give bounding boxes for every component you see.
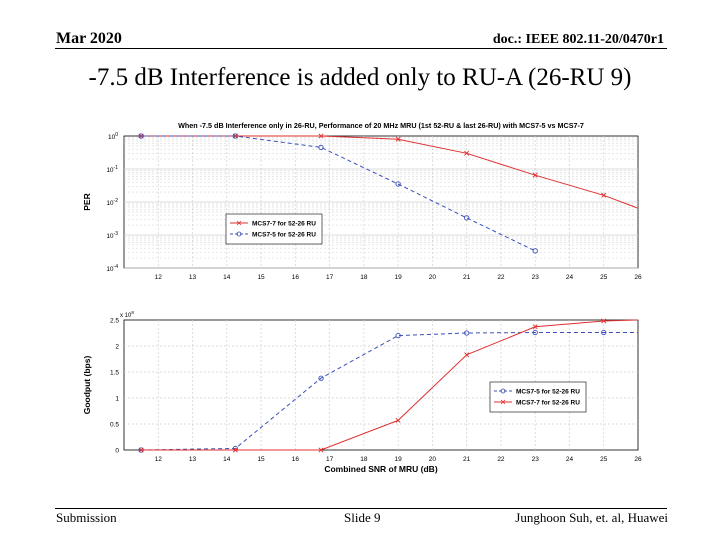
chart1-y-tick-label: 10-2 <box>106 198 118 207</box>
chart1-y-tick-label: 10-3 <box>106 231 118 240</box>
chart1-data-point <box>318 133 324 139</box>
chart1-series-line <box>141 135 639 209</box>
chart1-legend-box <box>225 213 323 245</box>
chart2-x-tick-label: 26 <box>634 456 642 463</box>
chart2-x-tick-label: 15 <box>257 456 265 463</box>
chart2-x-tick-label: 25 <box>600 456 608 463</box>
figure: 12 13 14 15 16 17 18 19 20 21 22 23 24 25 2610010-110-… <box>82 121 642 474</box>
chart1-x-tick-label: 21 <box>463 274 471 281</box>
chart1-data-point <box>318 144 324 151</box>
chart2-data-point <box>601 318 607 324</box>
chart1-x-tick-label: 14 <box>223 274 231 281</box>
chart2-series-line <box>141 332 638 451</box>
footer-authors: Junghoon Suh, et. al, Huawei <box>515 510 668 525</box>
chart1-data-point <box>232 133 239 139</box>
chart1-x-tick-label: 17 <box>326 274 334 281</box>
chart2-data-point <box>395 332 401 339</box>
chart2-data-point <box>318 375 324 381</box>
chart2-y-axis-label: Goodput (bps) <box>82 356 92 415</box>
chart2-data-point <box>532 329 538 336</box>
chart1-y-tick-label: 10-4 <box>106 264 118 273</box>
slide-title: -7.5 dB Interference is added only to RU… <box>88 64 632 91</box>
chart1-x-tick-label: 19 <box>395 274 403 281</box>
chart1-x-tick-label: 20 <box>429 274 437 281</box>
chart2-legend-box <box>489 381 587 413</box>
chart2-x-tick-label: 20 <box>429 456 437 463</box>
chart1-y-tick-label: 100 <box>108 132 118 141</box>
chart2-x-axis-label: Combined SNR of MRU (dB) <box>324 464 437 474</box>
document-id: doc.: IEEE 802.11-20/0470r1 <box>492 32 664 47</box>
chart1-series-line <box>141 135 536 252</box>
chart2-y-tick-label: 1 <box>115 396 119 403</box>
chart2-data-point <box>601 329 607 336</box>
chart1-data-point <box>464 150 470 156</box>
chart1-y-axis-label: PER <box>82 193 92 210</box>
chart2-y-tick-label: 0 <box>115 448 119 455</box>
chart2-y-tick-label: 0.5 <box>110 422 119 429</box>
chart2-y-tick-label: 2.5 <box>110 318 119 325</box>
chart1-x-tick-label: 13 <box>189 274 197 281</box>
chart1-x-tick-label: 15 <box>257 274 265 281</box>
chart2-legend-marker <box>500 388 506 394</box>
chart2-x-tick-label: 19 <box>395 456 403 463</box>
chart1-x-tick-label: 25 <box>600 274 608 281</box>
chart2-x-tick-label: 18 <box>360 456 368 463</box>
chart2-x-tick-label: 17 <box>326 456 334 463</box>
chart2-x-tick-label: 14 <box>223 456 231 463</box>
chart2-data-point <box>318 447 324 453</box>
chart1-data-point <box>601 192 607 198</box>
chart2-data-point <box>395 417 401 423</box>
chart1-data-point <box>464 215 470 221</box>
chart2-data-point <box>138 447 144 453</box>
chart2-data-point <box>464 352 470 358</box>
chart1-data-point <box>532 172 538 178</box>
chart2-data-point <box>232 445 239 452</box>
chart1-x-tick-label: 26 <box>634 274 642 281</box>
chart2-data-point <box>464 330 470 336</box>
chart2-series-line <box>141 319 639 451</box>
chart2-legend-label: MCS7-5 for 52-26 RU <box>516 389 580 396</box>
chart2-x-tick-label: 24 <box>566 456 574 463</box>
chart2-data-point <box>532 324 538 330</box>
chart1-legend-label: MCS7-7 for 52-26 RU <box>252 221 316 228</box>
chart2-x-tick-label: 12 <box>155 456 163 463</box>
chart1-legend-label: MCS7-5 for 52-26 RU <box>252 232 316 239</box>
chart1-x-tick-label: 12 <box>155 274 163 281</box>
chart2-x-tick-label: 21 <box>463 456 471 463</box>
chart1-data-point <box>532 248 538 254</box>
chart2-x-tick-label: 13 <box>189 456 197 463</box>
header-rule <box>55 48 667 49</box>
chart2-x-tick-label: 23 <box>532 456 540 463</box>
footer-slide-number: Slide 9 <box>344 510 381 525</box>
chart2-y-tick-label: 2 <box>115 344 119 351</box>
footer-submission: Submission <box>56 510 117 525</box>
chart1-legend-marker <box>236 231 242 237</box>
chart2-x-tick-label: 16 <box>292 456 300 463</box>
chart1-x-tick-label: 18 <box>360 274 368 281</box>
chart1-data-point <box>395 136 401 142</box>
chart1-x-tick-label: 22 <box>497 274 505 281</box>
chart1-data-point <box>395 181 401 187</box>
chart1-title: When -7.5 dB Interference only in 26-RU,… <box>178 121 584 130</box>
footer-rule <box>55 508 667 509</box>
chart1-data-point <box>138 133 144 139</box>
chart1-x-tick-label: 23 <box>532 274 540 281</box>
chart2-x-tick-label: 22 <box>497 456 505 463</box>
chart1-legend-marker <box>236 220 242 226</box>
chart2-legend-marker <box>500 399 506 405</box>
chart2-y-tick-label: 1.5 <box>110 370 119 377</box>
chart2-y-multiplier: x 108 <box>120 310 134 319</box>
chart1-x-tick-label: 24 <box>566 274 574 281</box>
slide-date: Mar 2020 <box>56 30 122 47</box>
chart2-data-point <box>232 447 238 453</box>
chart1-y-tick-label: 10-1 <box>106 165 118 174</box>
chart1-x-tick-label: 16 <box>292 274 300 281</box>
chart2-legend-label: MCS7-7 for 52-26 RU <box>516 400 580 407</box>
